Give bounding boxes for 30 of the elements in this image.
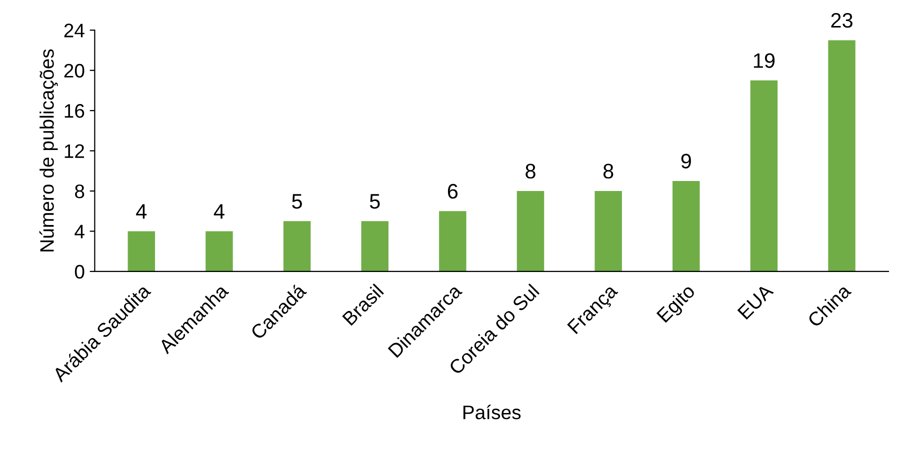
data-label: 8 <box>526 164 536 179</box>
y-axis-title: Número de publicações <box>39 49 58 252</box>
y-tick-label: 4 <box>74 224 84 238</box>
y-tick-label: 12 <box>64 144 84 158</box>
data-label: 5 <box>292 194 302 209</box>
y-tick-label: 24 <box>64 24 84 38</box>
data-label: 5 <box>370 194 380 209</box>
data-label: 6 <box>448 184 458 199</box>
data-label: 9 <box>681 154 691 169</box>
y-tick-label: 0 <box>74 264 84 279</box>
data-label: 8 <box>603 164 614 179</box>
bar <box>283 221 311 272</box>
data-label: 19 <box>754 53 775 68</box>
bar <box>439 211 466 272</box>
bar <box>750 80 778 272</box>
bar <box>361 221 388 272</box>
data-label: 23 <box>831 13 852 28</box>
bar <box>672 180 700 272</box>
y-tick-label: 16 <box>64 104 84 118</box>
bar <box>128 231 156 272</box>
bar <box>206 231 233 272</box>
x-axis-title: Países <box>463 404 521 420</box>
data-label: 4 <box>136 204 147 219</box>
y-tick-label: 20 <box>64 64 84 78</box>
bar <box>828 40 856 272</box>
bar <box>516 191 544 272</box>
bar <box>594 191 622 272</box>
x-tick-label: EUA <box>737 283 774 320</box>
data-label: 4 <box>214 204 224 219</box>
y-tick-label: 8 <box>75 184 84 198</box>
